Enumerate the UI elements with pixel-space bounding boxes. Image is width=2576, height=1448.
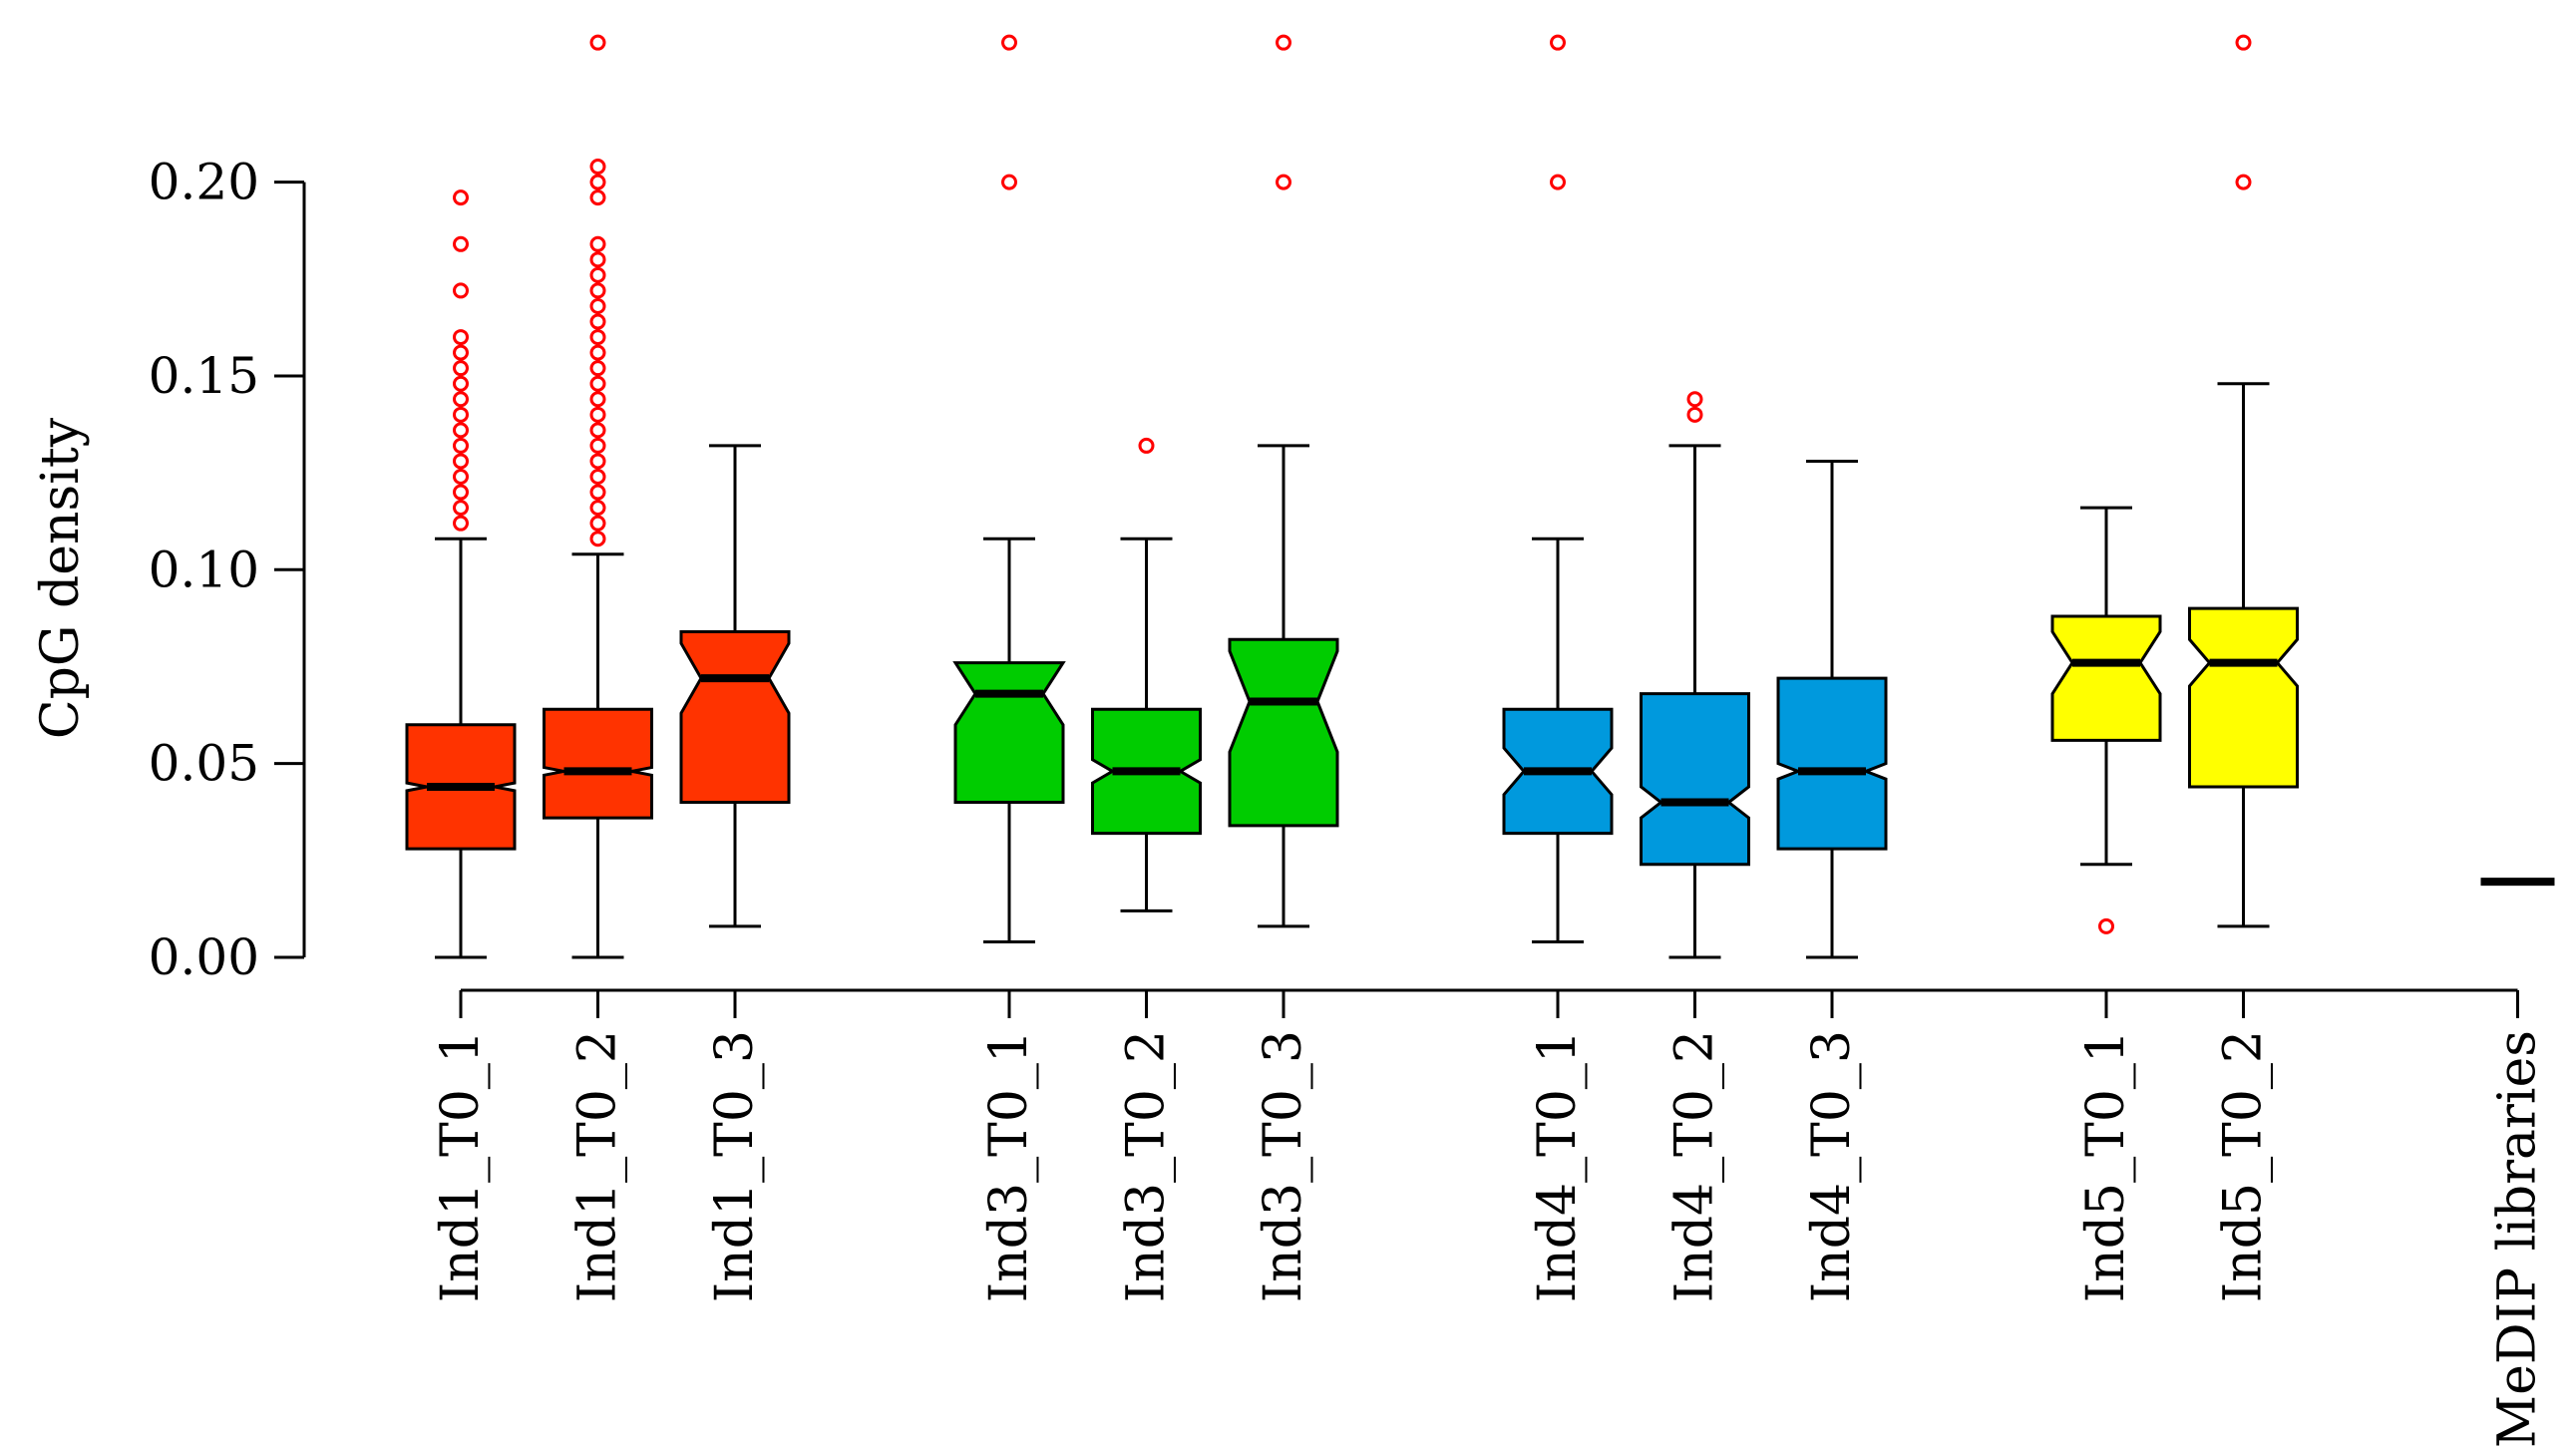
outlier-point xyxy=(589,329,606,346)
notched-box xyxy=(1228,637,1339,828)
outlier-point xyxy=(453,391,469,408)
x-tick-label: Ind4_T0_2 xyxy=(1665,1030,1725,1302)
outlier-point xyxy=(1686,406,1703,423)
outlier-point xyxy=(453,344,469,361)
outlier-point xyxy=(1276,174,1291,190)
box-Ind3_T0_1 xyxy=(952,34,1066,943)
outlier-point xyxy=(589,174,606,190)
outlier-point xyxy=(453,500,469,517)
box-Ind3_T0_3 xyxy=(1228,34,1339,928)
outlier-point xyxy=(589,500,606,517)
x-tick-label: Ind1_T0_2 xyxy=(568,1030,628,1302)
outlier-point xyxy=(589,235,606,252)
outlier-point xyxy=(2235,174,2252,190)
y-tick-label: 0.15 xyxy=(149,347,259,405)
outlier-point xyxy=(589,282,606,299)
outlier-point xyxy=(453,453,469,470)
x-tick-label: Ind5_T0_2 xyxy=(2214,1030,2274,1302)
outlier-point xyxy=(589,406,606,423)
outlier-point xyxy=(589,437,606,454)
outlier-point xyxy=(589,469,606,486)
x-tick-label: Ind3_T0_3 xyxy=(1254,1030,1313,1302)
outlier-point xyxy=(589,251,606,268)
box-Ind1_T0_1 xyxy=(405,189,517,959)
outlier-point xyxy=(453,282,469,299)
outlier-point xyxy=(2098,917,2114,934)
box-Ind5_T0_2 xyxy=(2188,34,2299,928)
box-Ind3_T0_2 xyxy=(1091,437,1202,912)
outlier-point xyxy=(589,453,606,470)
box-Ind4_T0_3 xyxy=(1776,459,1888,959)
x-tick-label: Ind3_T0_2 xyxy=(1117,1030,1177,1302)
x-tick-label: Ind1_T0_3 xyxy=(705,1030,765,1302)
outlier-point xyxy=(453,469,469,486)
y-axis-title: CpG density xyxy=(31,417,91,739)
outlier-point xyxy=(589,391,606,408)
outlier-point xyxy=(1276,34,1291,51)
box-Ind1_T0_2 xyxy=(543,34,653,959)
x-tick-label: Ind5_T0_1 xyxy=(2076,1030,2136,1302)
outlier-point xyxy=(589,484,606,501)
outlier-point xyxy=(1686,391,1703,408)
outlier-point xyxy=(589,189,606,206)
outlier-point xyxy=(1001,174,1017,190)
outlier-point xyxy=(589,266,606,283)
outlier-point xyxy=(589,422,606,439)
outlier-point xyxy=(453,406,469,423)
notched-box xyxy=(543,707,653,820)
outlier-point xyxy=(453,422,469,439)
y-tick-label: 0.20 xyxy=(149,154,259,211)
notched-box xyxy=(2050,614,2162,742)
x-tick-label: Ind4_T0_1 xyxy=(1528,1030,1588,1302)
outlier-point xyxy=(453,360,469,377)
outlier-point xyxy=(589,297,606,314)
outlier-point xyxy=(589,375,606,392)
y-tick-label: 0.05 xyxy=(149,735,259,793)
notched-box xyxy=(679,629,791,805)
x-tick-label: Ind3_T0_1 xyxy=(979,1030,1039,1302)
x-axis: Ind1_T0_1 Ind1_T0_2 Ind1_T0_3 Ind3_T0_1 Ind3… xyxy=(431,988,2548,1448)
box-Ind4_T0_1 xyxy=(1502,34,1614,943)
y-tick-label: 0.00 xyxy=(149,928,259,986)
outlier-point xyxy=(1001,34,1017,51)
outlier-point xyxy=(453,515,469,532)
y-tick-label: 0.10 xyxy=(149,541,259,598)
notched-box xyxy=(952,661,1066,805)
outlier-point xyxy=(1550,34,1566,51)
outlier-point xyxy=(453,437,469,454)
outlier-point xyxy=(453,189,469,206)
boxes xyxy=(405,34,2555,959)
outlier-point xyxy=(1138,437,1155,454)
box-MeDIP libraries xyxy=(2480,878,2555,887)
x-tick-label: MeDIP libraries xyxy=(2488,1030,2548,1448)
y-axis: 0.00 0.05 0.10 0.15 0.20 xyxy=(149,154,306,986)
notched-box xyxy=(1776,676,1888,851)
outlier-point xyxy=(453,329,469,346)
outlier-point xyxy=(453,375,469,392)
x-tick-label: Ind4_T0_3 xyxy=(1802,1030,1862,1302)
outlier-point xyxy=(589,531,606,547)
outlier-point xyxy=(453,235,469,252)
outlier-point xyxy=(589,159,606,176)
x-tick-label: Ind1_T0_1 xyxy=(431,1030,491,1302)
outlier-point xyxy=(589,34,606,51)
outlier-point xyxy=(589,313,606,330)
box-Ind1_T0_3 xyxy=(679,444,791,928)
outlier-point xyxy=(589,360,606,377)
outlier-point xyxy=(589,344,606,361)
outlier-point xyxy=(2235,34,2252,51)
outlier-point xyxy=(1550,174,1566,190)
notched-box xyxy=(1640,692,1750,867)
outlier-point xyxy=(589,515,606,532)
outlier-point xyxy=(453,484,469,501)
notched-box xyxy=(2188,606,2299,789)
box-Ind4_T0_2 xyxy=(1640,391,1750,959)
box-Ind5_T0_1 xyxy=(2050,506,2162,934)
